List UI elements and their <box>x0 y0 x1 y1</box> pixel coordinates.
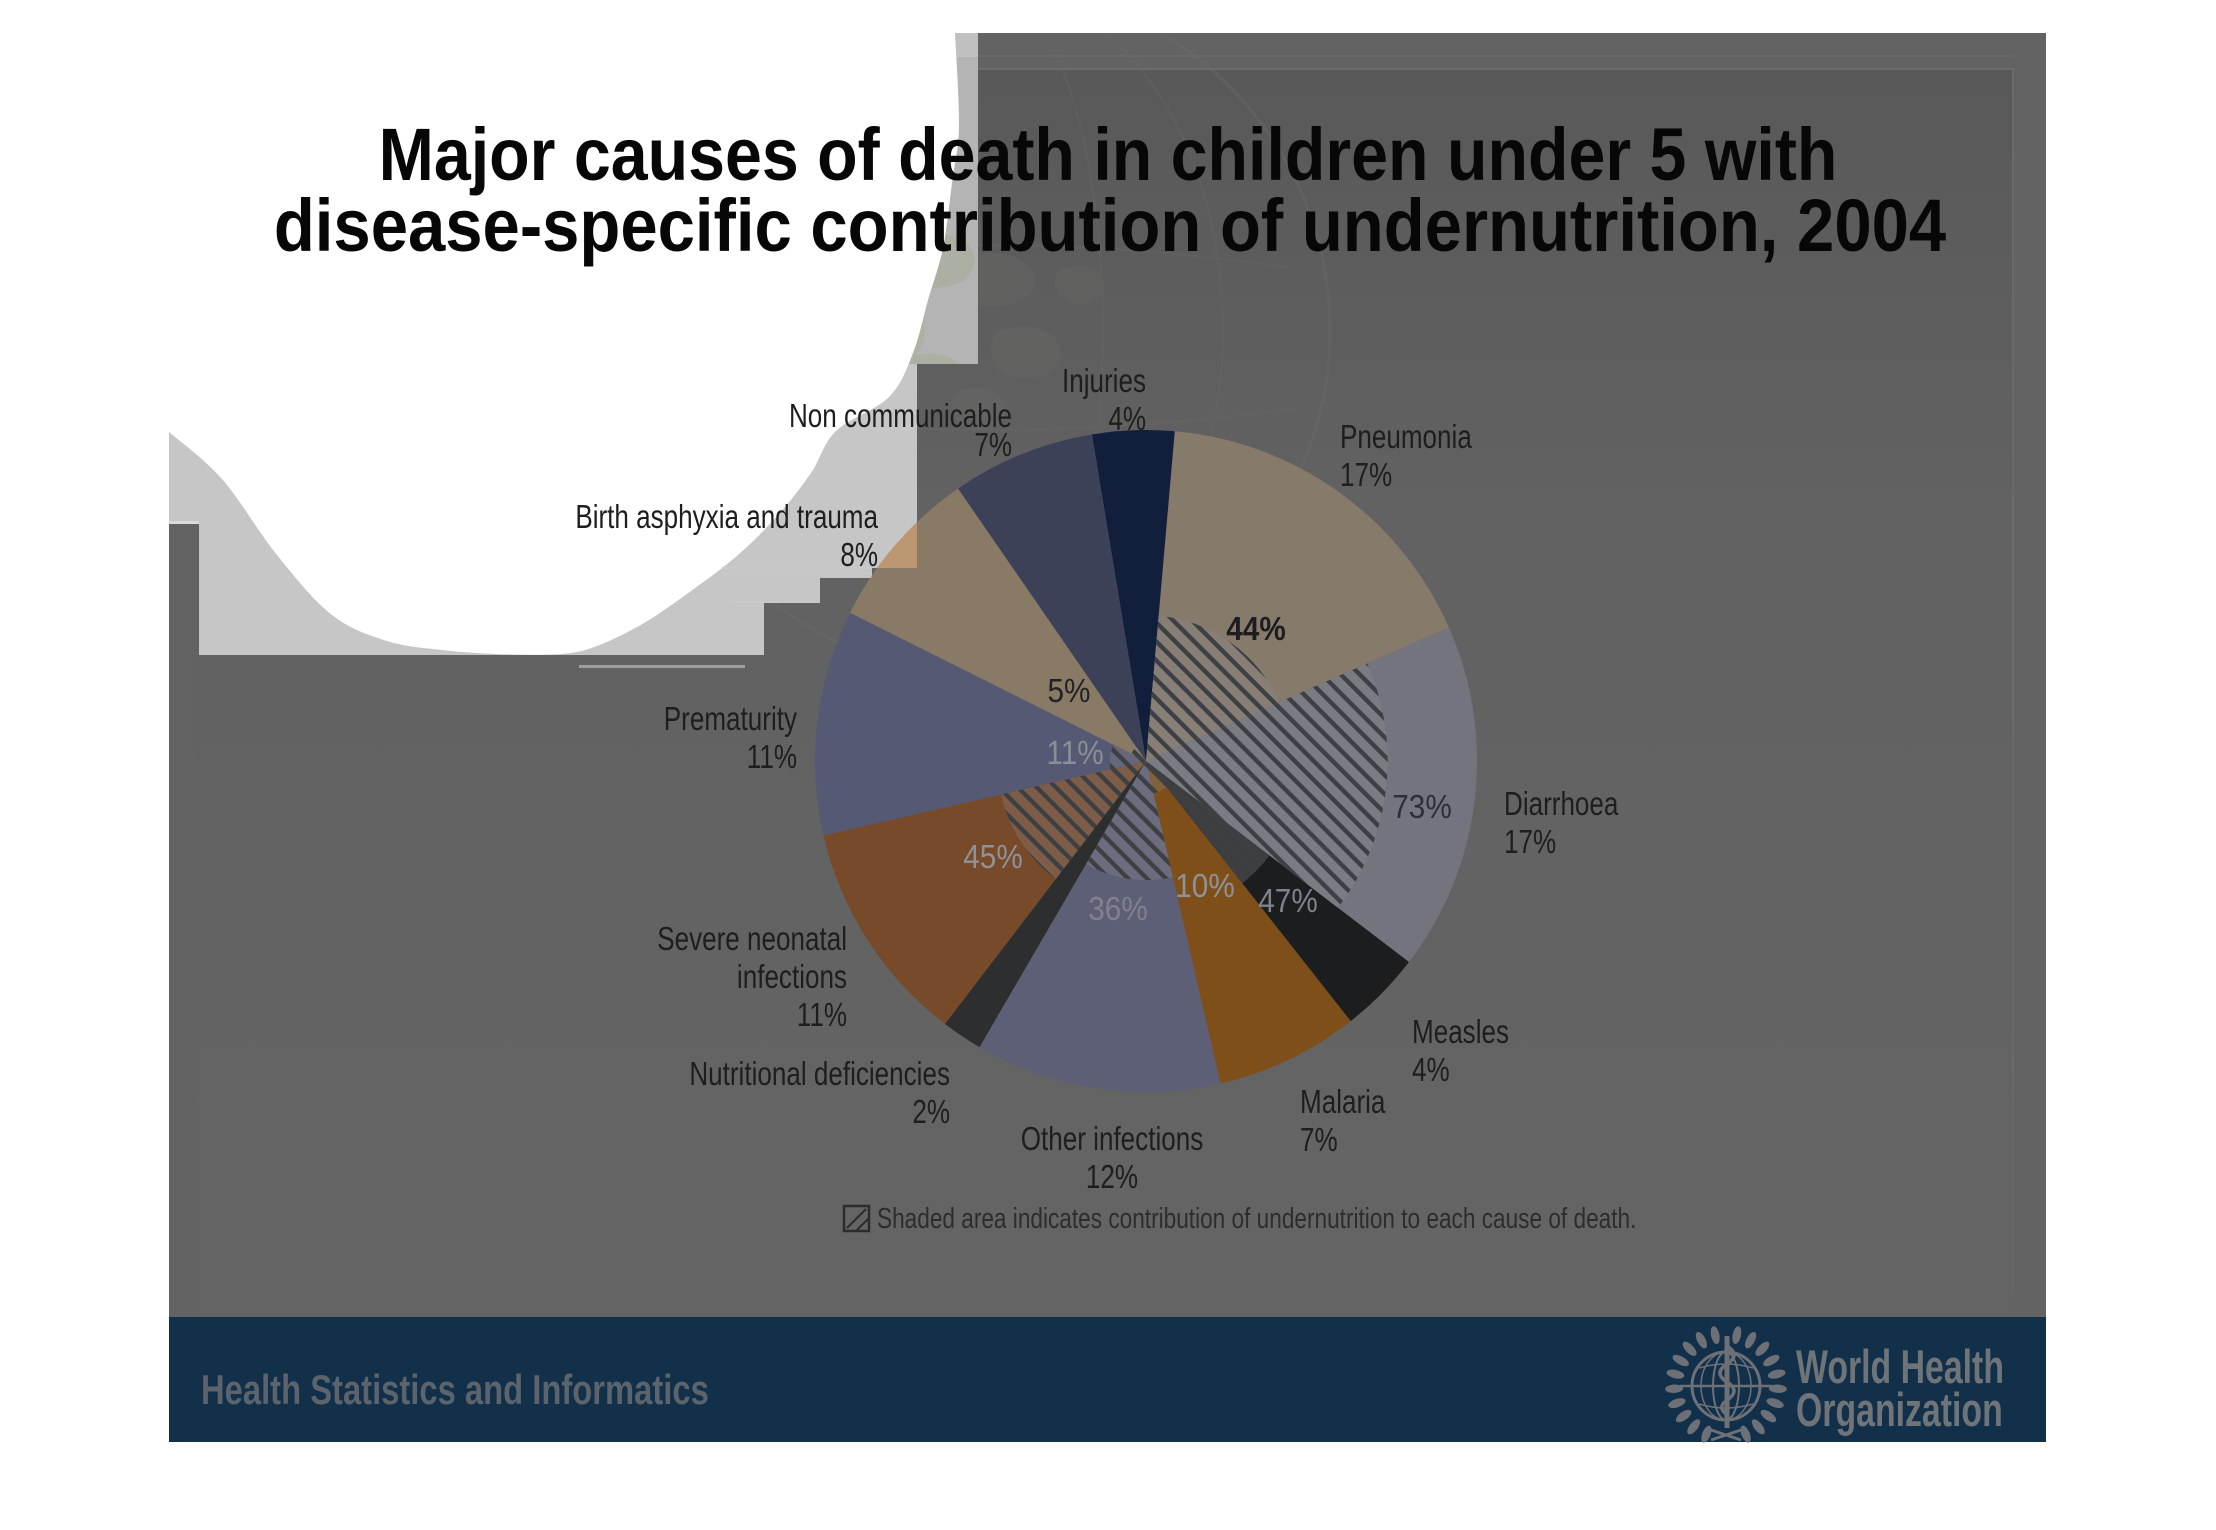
svg-text:36%: 36% <box>1088 891 1147 928</box>
svg-text:11%: 11% <box>1046 735 1103 772</box>
svg-text:Malaria: Malaria <box>1300 1084 1386 1121</box>
svg-text:Diarrhoea: Diarrhoea <box>1504 786 1619 823</box>
svg-text:Health Statistics and Informat: Health Statistics and Informatics <box>201 1366 709 1413</box>
svg-text:11%: 11% <box>797 997 847 1034</box>
svg-text:Birth asphyxia and trauma: Birth asphyxia and trauma <box>575 499 878 536</box>
svg-text:2%: 2% <box>912 1094 950 1131</box>
svg-text:World Health: World Health <box>1796 1341 2004 1394</box>
svg-text:Prematurity: Prematurity <box>664 701 797 738</box>
svg-text:17%: 17% <box>1504 824 1556 861</box>
svg-text:4%: 4% <box>1108 401 1146 438</box>
svg-text:73%: 73% <box>1392 789 1451 826</box>
svg-text:Shaded area indicates contribu: Shaded area indicates contribution of un… <box>877 1201 1636 1234</box>
svg-text:45%: 45% <box>963 839 1022 876</box>
svg-text:disease-specific contribution: disease-specific contribution of undernu… <box>274 184 1946 267</box>
svg-text:Measles: Measles <box>1412 1014 1509 1051</box>
svg-text:44%: 44% <box>1226 611 1286 648</box>
svg-text:Nutritional deficiencies: Nutritional deficiencies <box>689 1056 950 1093</box>
svg-text:Severe neonatal: Severe neonatal <box>657 921 847 958</box>
svg-text:Pneumonia: Pneumonia <box>1340 419 1472 456</box>
svg-text:Major causes of death in child: Major causes of death in children under … <box>379 113 1838 196</box>
svg-text:5%: 5% <box>1048 673 1091 710</box>
svg-text:12%: 12% <box>1086 1159 1138 1196</box>
svg-text:8%: 8% <box>840 537 878 574</box>
svg-text:Organization: Organization <box>1796 1384 2003 1437</box>
svg-text:4%: 4% <box>1412 1052 1450 1089</box>
svg-text:Injuries: Injuries <box>1062 363 1146 400</box>
svg-text:7%: 7% <box>974 427 1012 464</box>
svg-text:Other infections: Other infections <box>1021 1121 1203 1158</box>
svg-text:10%: 10% <box>1175 868 1234 905</box>
svg-text:47%: 47% <box>1258 883 1317 920</box>
svg-text:Non communicable: Non communicable <box>789 398 1012 435</box>
svg-text:17%: 17% <box>1340 457 1392 494</box>
svg-text:11%: 11% <box>747 739 797 776</box>
svg-text:7%: 7% <box>1300 1122 1338 1159</box>
svg-text:infections: infections <box>737 959 847 996</box>
